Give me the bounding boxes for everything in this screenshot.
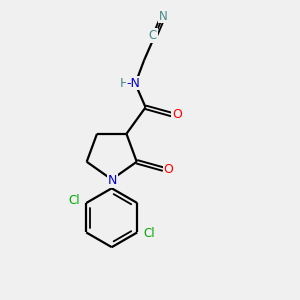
Text: Cl: Cl	[144, 227, 155, 240]
Text: Cl: Cl	[68, 194, 80, 207]
Text: H: H	[119, 77, 129, 90]
Text: N: N	[108, 174, 117, 188]
Text: N: N	[159, 10, 168, 22]
Text: C: C	[149, 29, 157, 42]
Text: -N: -N	[127, 77, 141, 90]
Text: O: O	[172, 108, 182, 121]
Text: O: O	[164, 163, 173, 176]
